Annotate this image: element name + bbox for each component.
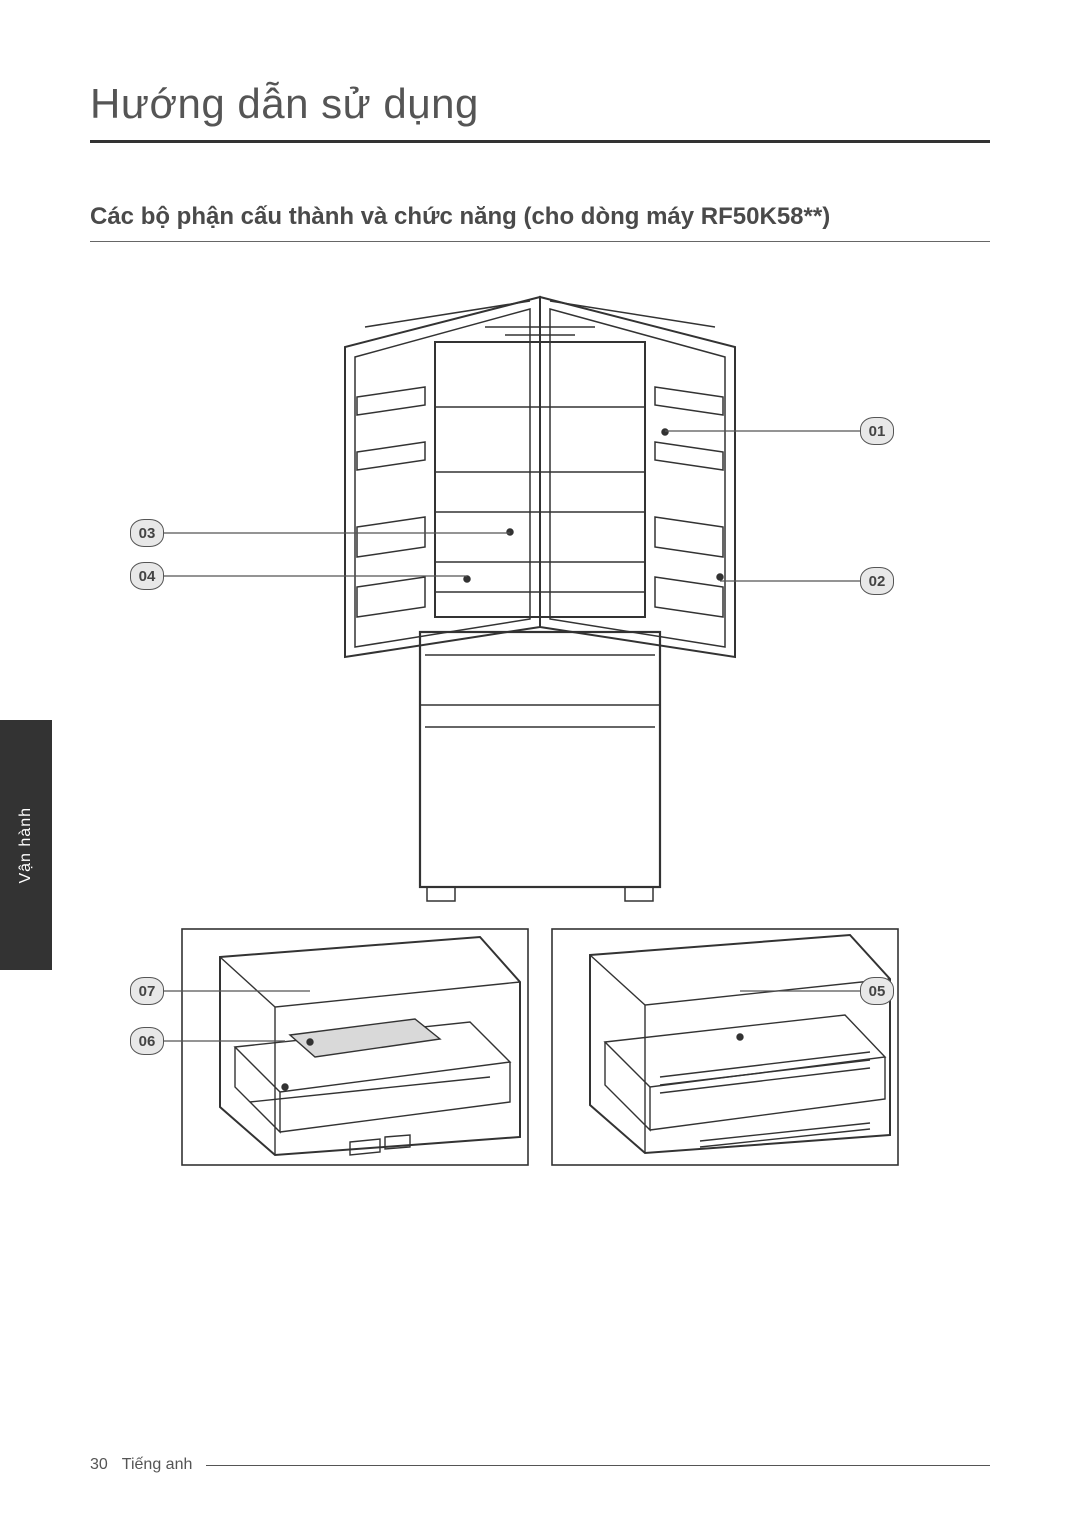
page-footer: 30 Tiếng anh [90, 1456, 990, 1474]
footer-language: Tiếng anh [122, 1456, 193, 1474]
section-heading: Các bộ phận cấu thành và chức năng (cho … [90, 203, 990, 242]
callout-02: 02 [860, 567, 894, 595]
callout-06: 06 [130, 1027, 164, 1055]
manual-page: Hướng dẫn sử dụng Các bộ phận cấu thành … [0, 0, 1080, 1524]
page-title: Hướng dẫn sử dụng [90, 80, 990, 143]
callout-01: 01 [860, 417, 894, 445]
leader-lines [90, 287, 990, 1187]
footer-rule [206, 1465, 990, 1466]
diagram-area: 01 02 03 04 05 06 07 [90, 287, 990, 1187]
callout-05: 05 [860, 977, 894, 1005]
callout-03: 03 [130, 519, 164, 547]
page-number: 30 [90, 1456, 108, 1474]
callout-07: 07 [130, 977, 164, 1005]
callout-04: 04 [130, 562, 164, 590]
